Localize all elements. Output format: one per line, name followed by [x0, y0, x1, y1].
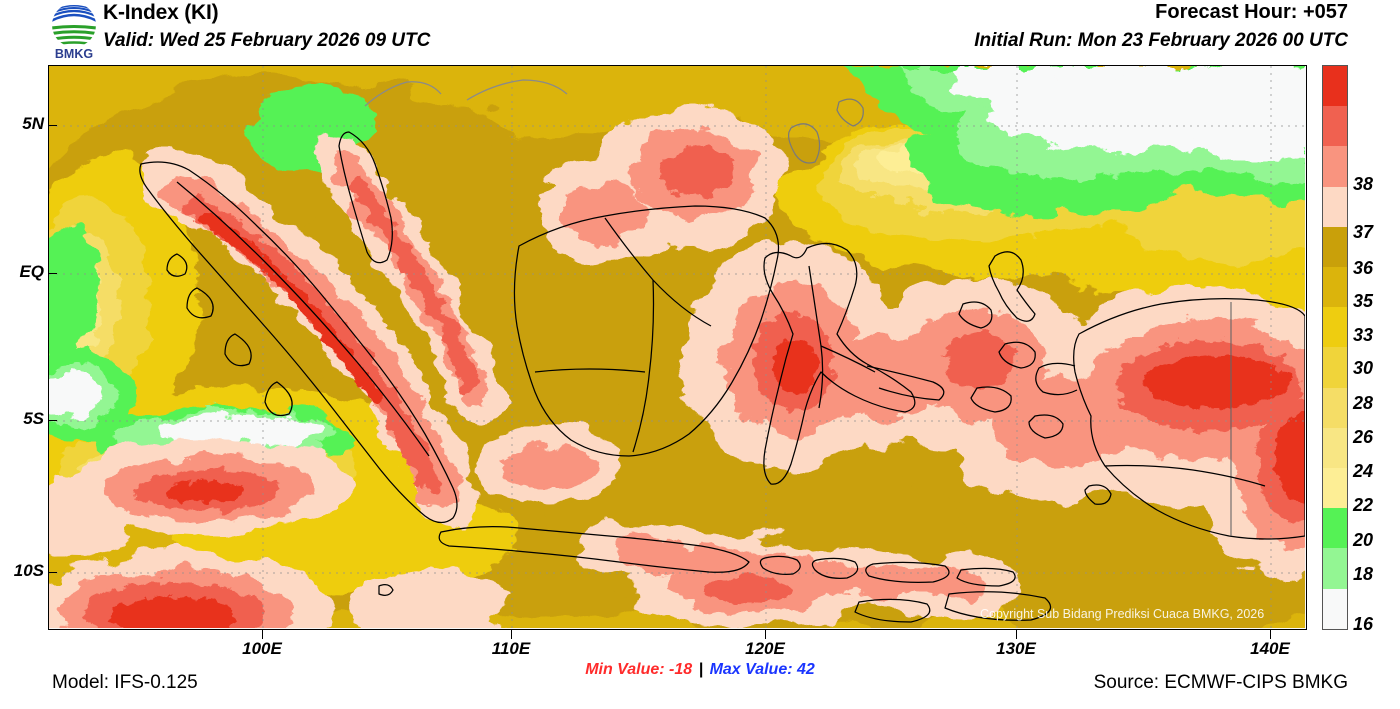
- lat-tick-5s: [48, 420, 57, 421]
- lat-label-eq: EQ: [19, 262, 44, 281]
- lon-label-110e: 110E: [491, 639, 531, 658]
- lon-tick-110e: [511, 630, 512, 639]
- lon-tick-120e: [765, 630, 766, 639]
- colorbar-band-20-22: [1323, 468, 1347, 509]
- bmkg-logo-icon: BMKG: [52, 4, 96, 60]
- lat-tick-5n: [48, 125, 57, 126]
- lat-tick-10s: [48, 572, 57, 573]
- lon-label-140e: 140E: [1250, 639, 1290, 658]
- colorbar-band-35-36: [1323, 186, 1347, 227]
- colorbar-band-<16: [1323, 588, 1347, 629]
- colorbar-band-28-30: [1323, 307, 1347, 348]
- colorbar-label-24: 24: [1353, 461, 1374, 481]
- min-max-separator: |: [698, 661, 704, 678]
- model-label: Model: IFS-0.125: [52, 672, 198, 693]
- colorbar-label-38: 38: [1353, 174, 1374, 194]
- bmkg-logo: BMKG: [41, 2, 107, 60]
- source-label: Source: ECMWF-CIPS BMKG: [1093, 672, 1348, 693]
- forecast-hour-label: Forecast Hour: +057: [1155, 1, 1348, 23]
- lon-label-100e: 100E: [242, 639, 282, 658]
- lat-label-5s: 5S: [23, 409, 44, 428]
- min-value-label: Min Value: -18: [585, 661, 693, 678]
- graticule: [49, 66, 1305, 628]
- lon-tick-140e: [1270, 630, 1271, 639]
- initial-run-label: Initial Run: Mon 23 February 2026 00 UTC: [974, 30, 1348, 51]
- lon-label-120e: 120E: [745, 639, 785, 658]
- valid-time-label: Valid: Wed 25 February 2026 09 UTC: [103, 30, 431, 51]
- bmkg-logo-text: BMKG: [55, 47, 93, 60]
- colorbar-label-33: 33: [1353, 325, 1374, 345]
- lat-tick-eq: [48, 273, 57, 274]
- colorbar-label-20: 20: [1353, 530, 1374, 550]
- weather-map[interactable]: [48, 65, 1307, 630]
- colorbar-label-37: 37: [1353, 222, 1374, 242]
- colorbar-label-36: 36: [1353, 258, 1374, 278]
- colorbar-band-22-24: [1323, 427, 1347, 469]
- colorbar-band-30-33: [1323, 267, 1347, 308]
- lon-label-130e: 130E: [996, 639, 1036, 658]
- colorbar-label-16: 16: [1353, 614, 1374, 634]
- max-value-label: Max Value: 42: [709, 661, 815, 678]
- colorbar-label-35: 35: [1353, 291, 1374, 311]
- colorbar-label-28: 28: [1353, 393, 1374, 413]
- map-header: BMKG K-Index (KI) Valid: Wed 25 February…: [0, 0, 1400, 62]
- page-title: K-Index (KI): [103, 1, 219, 24]
- k-index-contour-field: [49, 66, 1305, 628]
- colorbar-band-36-37: [1323, 146, 1347, 187]
- colorbar-label-18: 18: [1353, 564, 1374, 584]
- colorbar-band-37-38: [1323, 106, 1347, 147]
- colorbar-label-22: 22: [1353, 495, 1374, 515]
- colorbar-label-30: 30: [1353, 358, 1374, 378]
- lat-label-10s: 10S: [13, 561, 44, 580]
- lat-label-5n: 5N: [22, 114, 44, 133]
- colorbar-band-33-35: [1323, 226, 1347, 268]
- colorbar-label-26: 26: [1353, 427, 1374, 447]
- lon-tick-130e: [1016, 630, 1017, 639]
- colorbar-band-26-28: [1323, 347, 1347, 388]
- colorbar-band-38+: [1323, 66, 1347, 107]
- colorbar-band-16-18: [1323, 548, 1347, 589]
- k-index-colorbar[interactable]: [1322, 65, 1348, 630]
- coastlines: [139, 79, 1305, 623]
- colorbar-band-18-20: [1323, 508, 1347, 549]
- copyright-watermark: Copyright Sub Bidang Prediksi Cuaca BMKG…: [980, 607, 1265, 621]
- lon-tick-100e: [262, 630, 263, 639]
- min-max-values: Min Value: -18 | Max Value: 42: [0, 661, 1400, 679]
- colorbar-band-24-26: [1323, 387, 1347, 428]
